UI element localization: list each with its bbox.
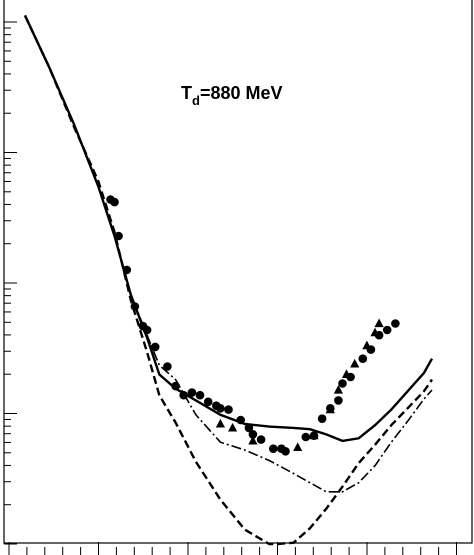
circle-data-point: [187, 388, 197, 397]
circle-data-point: [114, 231, 123, 241]
circle-data-point: [203, 397, 213, 407]
circle-data-point: [317, 414, 327, 424]
circle-data-point: [216, 404, 225, 413]
circle-data-point: [163, 362, 172, 371]
circle-data-point: [281, 447, 290, 456]
triangle-data-point: [350, 358, 360, 368]
annotation-rest: =880 MeV: [200, 83, 283, 103]
triangle-data-point: [309, 430, 319, 440]
circle-data-point: [248, 430, 258, 439]
triangle-data-point: [374, 318, 384, 328]
circle-data-point: [338, 379, 347, 388]
model-curves: [23, 14, 434, 546]
circle-data-point: [269, 444, 278, 454]
circle-data-point: [179, 390, 188, 400]
circle-data-point: [256, 435, 266, 444]
triangle-data-point: [325, 404, 335, 414]
triangle-data-point: [228, 422, 238, 432]
circle-data-point: [224, 405, 233, 414]
triangle-data-point: [370, 327, 380, 337]
dashed-curve: [23, 14, 433, 546]
triangle-data-point: [215, 418, 225, 428]
circle-data-point: [244, 423, 254, 433]
circle-data-point: [150, 342, 160, 352]
circle-data-point: [358, 354, 368, 364]
triangle-data-point: [293, 442, 303, 451]
data-markers: [106, 195, 400, 456]
energy-annotation: Td=880 MeV: [181, 83, 283, 108]
plot-frame: [3, 0, 473, 544]
circle-data-point: [130, 302, 140, 311]
circle-data-point: [171, 381, 180, 391]
annotation-main: T: [181, 83, 192, 103]
dashdot-curve: [24, 15, 433, 493]
triangle-data-point: [362, 340, 372, 350]
circle-data-point: [391, 319, 400, 328]
solid-curve: [23, 14, 434, 443]
circle-data-point: [122, 265, 132, 275]
circle-data-point: [301, 432, 311, 442]
triangle-data-point: [341, 369, 352, 378]
plot-border: [3, 0, 473, 544]
circle-data-point: [195, 390, 205, 400]
triangle-data-point: [333, 385, 343, 394]
axis-ticks: [4, 21, 457, 555]
annotation-subscript: d: [192, 93, 200, 108]
circle-data-point: [142, 325, 152, 335]
circle-data-point: [236, 415, 245, 425]
circle-data-point: [110, 197, 119, 207]
triangle-data-point: [248, 435, 258, 445]
circle-data-point: [334, 396, 343, 405]
circle-data-point: [382, 325, 392, 335]
